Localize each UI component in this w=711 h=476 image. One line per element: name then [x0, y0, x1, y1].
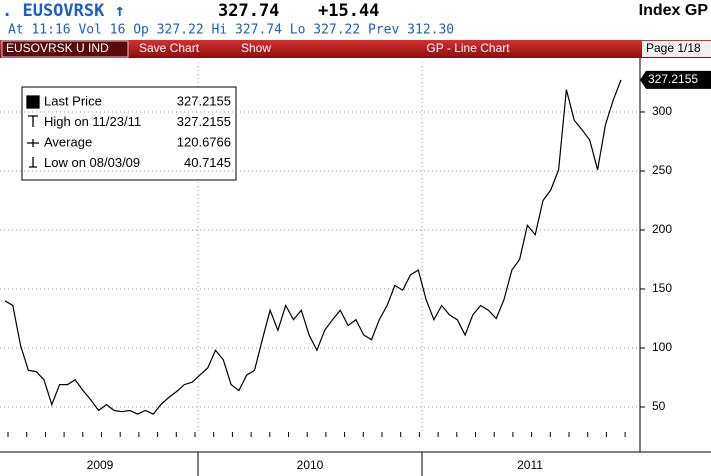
- ticker: . EUSOVRSK ↑: [2, 1, 125, 21]
- page[interactable]: Page 1/18: [646, 41, 701, 55]
- legend-box: [21, 86, 237, 181]
- y-tick-label: 150: [652, 281, 672, 295]
- y-tick-label: 200: [652, 222, 672, 236]
- legend-icon: [27, 139, 39, 147]
- legend-label: Low on 08/03/09: [44, 155, 140, 170]
- x-label: 2011: [517, 458, 543, 472]
- market: Index GP: [639, 2, 709, 19]
- legend: Last Price 327.2155 High on 11/23/11 327.21…: [21, 86, 237, 181]
- toolbar-title: GP - Line Chart: [426, 41, 510, 55]
- legend-value: 327.2155: [177, 93, 231, 108]
- y-tick-label: 100: [652, 340, 672, 354]
- price: 327.74: [218, 1, 279, 21]
- legend-value: 327.2155: [177, 114, 231, 129]
- price-line: [4, 79, 622, 415]
- legend-label: Average: [44, 134, 92, 149]
- header-bg: [0, 0, 711, 40]
- legend-label: Last Price: [44, 93, 102, 108]
- show[interactable]: Show: [241, 41, 271, 55]
- last-price-tag: [640, 70, 711, 89]
- legend-value: 120.6766: [177, 134, 231, 149]
- last-price-label: 327.2155: [648, 72, 698, 86]
- legend-label: High on 11/23/11: [44, 114, 141, 129]
- y-tick-label: 250: [652, 163, 672, 177]
- y-tick-label: 300: [652, 104, 672, 118]
- security[interactable]: EUSOVRSK U IND: [6, 41, 109, 55]
- legend-icon: [29, 157, 37, 168]
- change: +15.44: [318, 1, 379, 21]
- x-label: 2009: [87, 458, 114, 472]
- legend-value: 40.7145: [184, 155, 231, 170]
- security-box[interactable]: [1, 40, 129, 58]
- page-box[interactable]: [642, 41, 711, 57]
- x-label: 2010: [297, 458, 324, 472]
- legend-icon: [26, 95, 40, 109]
- save-chart[interactable]: Save Chart: [139, 41, 200, 55]
- legend-icon: [28, 115, 38, 127]
- y-tick-label: 50: [652, 399, 666, 413]
- toolbar: [0, 40, 711, 58]
- quote: At 11:16 Vol 16 Op 327.22 Hi 327.74 Lo 3…: [8, 23, 454, 38]
